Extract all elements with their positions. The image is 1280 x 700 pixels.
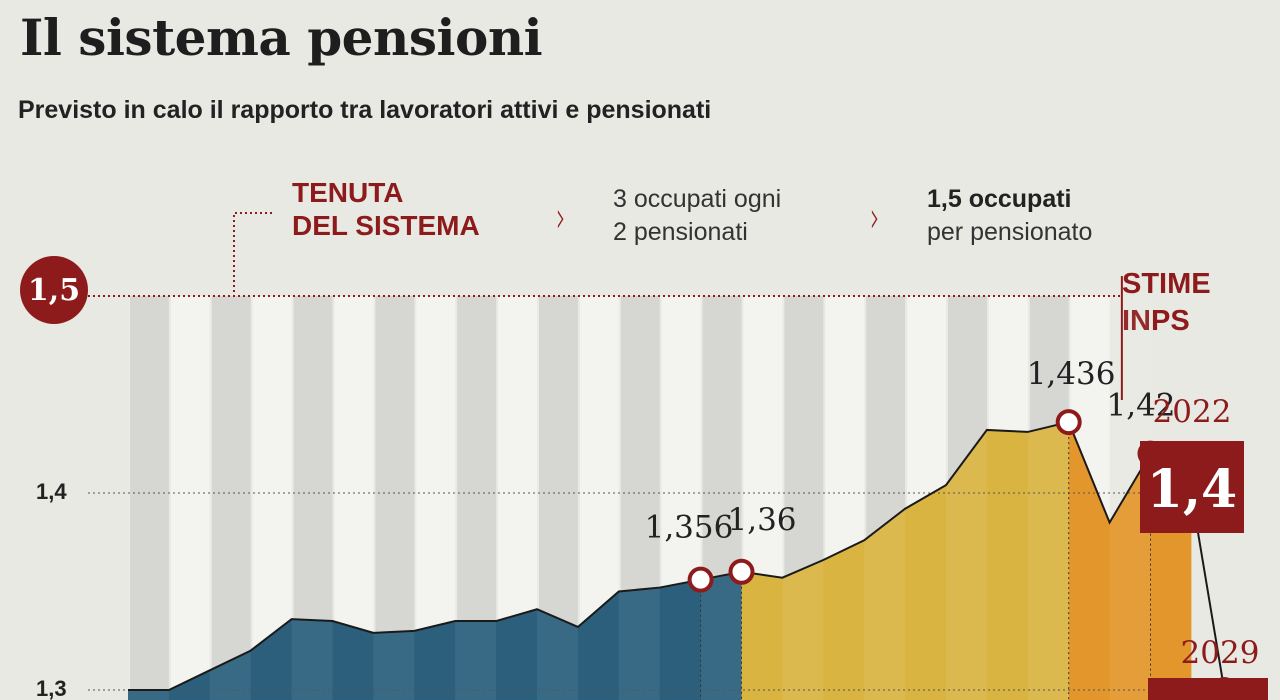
data-point — [1055, 409, 1082, 436]
area-stripe — [128, 296, 169, 700]
area-stripe — [864, 296, 906, 700]
tenuta-connector — [233, 212, 272, 296]
data-label: 1,42 — [1107, 388, 1176, 424]
chart-subtitle: Previsto in calo il rapporto tra lavorat… — [18, 96, 712, 124]
legend-step1: 3 occupati ogni 2 pensionati — [613, 183, 781, 249]
series-outline-1 — [128, 570, 742, 691]
area-stripe — [700, 296, 742, 700]
legend-step2-line1: 1,5 occupati — [927, 185, 1072, 213]
forecast-label: STIME INPS — [1122, 266, 1211, 340]
legend-step1-line2: 2 pensionati — [613, 218, 748, 246]
ytick-highlight-badge — [20, 256, 88, 324]
box-year-label: 2029 — [1181, 635, 1260, 671]
legend-tenuta-line2: DEL SISTEMA — [292, 210, 480, 241]
legend-tenuta-line1: TENUTA — [292, 177, 404, 208]
data-label: 1,436 — [1027, 356, 1116, 392]
area-series-1 — [128, 571, 742, 700]
area-stripe — [291, 296, 333, 700]
area-stripe — [782, 296, 824, 700]
grid-stripe — [170, 296, 210, 700]
area-stripe — [537, 296, 578, 700]
chevron-right-icon: › — [869, 192, 880, 243]
area-stripe — [618, 296, 660, 700]
grid-stripe — [130, 296, 169, 700]
area-stripe — [946, 296, 987, 700]
chart-title: Il sistema pensioni — [20, 8, 543, 67]
grid-stripe — [211, 296, 251, 700]
legend-step2: 1,5 occupati per pensionato — [927, 183, 1092, 249]
value-box — [1148, 678, 1268, 700]
legend-step2-line2: per pensionato — [927, 218, 1093, 246]
box-value: 1,4 — [1147, 459, 1237, 520]
ytick-label: 1,5 — [28, 273, 80, 308]
area-stripe — [1027, 296, 1069, 700]
legend-step1-line1: 3 occupati ogni — [613, 185, 782, 213]
box-year-label: 2022 — [1153, 394, 1232, 430]
area-stripe — [455, 296, 497, 700]
forecast-label-line1: STIME — [1122, 268, 1211, 300]
data-label: 1,356 — [645, 510, 734, 546]
data-point — [687, 566, 714, 593]
chevron-right-icon: › — [555, 192, 566, 243]
area-series-2 — [741, 422, 1069, 700]
ytick-label: 1,4 — [36, 479, 67, 504]
forecast-label-line2: INPS — [1122, 305, 1190, 337]
value-box — [1140, 441, 1244, 533]
data-point — [728, 558, 755, 585]
legend-tenuta: TENUTA DEL SISTEMA — [292, 176, 480, 242]
area-stripe — [209, 296, 251, 700]
series-outline-2 — [741, 421, 1069, 579]
data-label: 1,36 — [728, 502, 797, 538]
area-stripe — [373, 296, 415, 700]
ytick-label: 1,3 — [36, 676, 67, 700]
